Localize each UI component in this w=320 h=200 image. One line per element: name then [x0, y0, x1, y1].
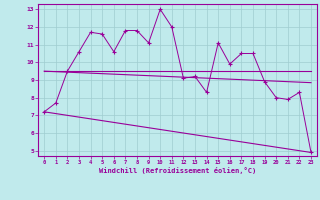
X-axis label: Windchill (Refroidissement éolien,°C): Windchill (Refroidissement éolien,°C)	[99, 167, 256, 174]
